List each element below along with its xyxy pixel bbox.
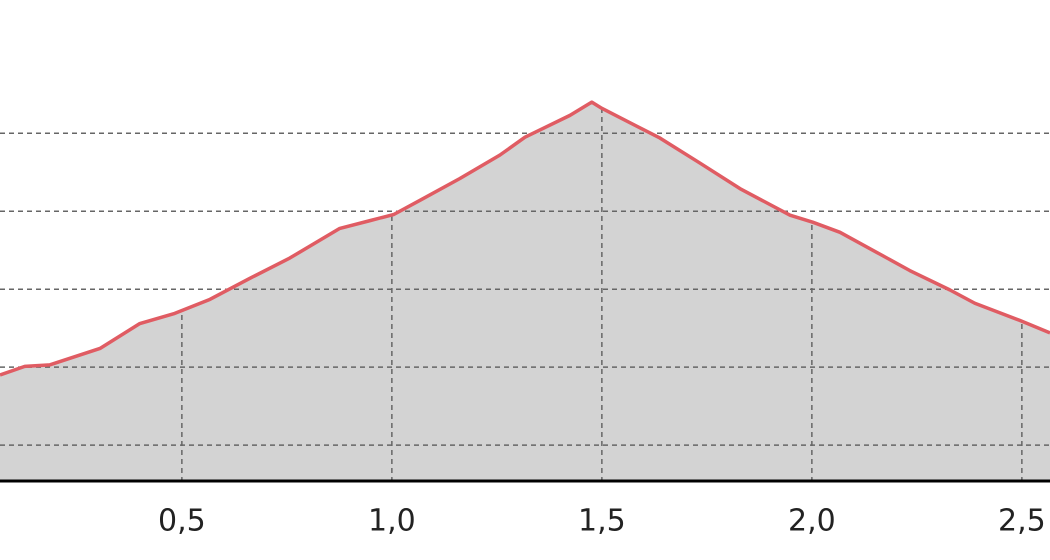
x-tick-label: 2,5 xyxy=(998,504,1046,539)
area-fill xyxy=(0,102,1050,482)
x-tick-label: 1,0 xyxy=(368,504,416,539)
x-tick-label: 0,5 xyxy=(158,504,206,539)
x-tick-label: 2,0 xyxy=(788,504,836,539)
x-tick-label: 1,5 xyxy=(578,504,626,539)
area-line xyxy=(0,100,1050,377)
